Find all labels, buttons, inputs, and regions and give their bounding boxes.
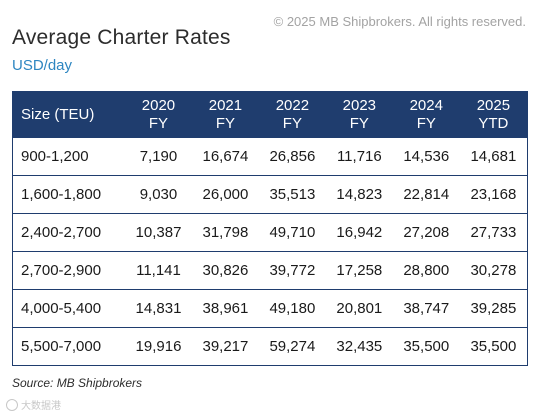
table-cell: 16,674 — [202, 148, 249, 165]
table-cell: 27,208 — [403, 224, 450, 241]
table-row: 1,600-1,800 9,030 26,000 35,513 14,823 2… — [12, 175, 528, 214]
table-cell: 20,801 — [336, 300, 383, 317]
table-cell: 17,258 — [336, 262, 383, 279]
row-size-cell: 5,500-7,000 — [21, 338, 102, 355]
table-cell: 38,747 — [403, 300, 450, 317]
table-cell: 11,716 — [336, 148, 382, 165]
table-cell: 22,814 — [403, 186, 450, 203]
page-subtitle: USD/day — [12, 57, 73, 74]
table-cell: 39,772 — [269, 262, 316, 279]
table-header-row: Size (TEU) 2020 FY 2021 FY 2022 FY 2023 FY 2… — [12, 91, 528, 138]
column-header-2021: 2021 FY — [192, 92, 259, 138]
table-cell: 31,798 — [202, 224, 249, 241]
table-row: 2,700-2,900 11,141 30,826 39,772 17,258 … — [12, 251, 528, 290]
column-header-2020: 2020 FY — [125, 92, 192, 138]
table-cell: 26,856 — [269, 148, 316, 165]
column-header-period: FY — [416, 114, 436, 132]
table-cell: 26,000 — [202, 186, 249, 203]
column-header-year: 2024 — [409, 96, 443, 114]
table-cell: 39,217 — [202, 338, 249, 355]
table-cell: 16,942 — [336, 224, 383, 241]
charter-rates-table: Size (TEU) 2020 FY 2021 FY 2022 FY 2023 FY 2… — [12, 91, 528, 366]
table-cell: 14,681 — [470, 148, 517, 165]
column-header-year: 2020 — [141, 96, 176, 114]
column-header-period: FY — [215, 114, 236, 132]
row-size-cell: 4,000-5,400 — [21, 300, 102, 317]
table-row: 2,400-2,700 10,387 31,798 49,710 16,942 … — [12, 213, 528, 252]
table-cell: 49,710 — [269, 224, 316, 241]
copyright-notice: © 2025 MB Shipbrokers. All rights reserv… — [273, 14, 526, 29]
table-cell: 35,500 — [403, 338, 450, 355]
table-cell: 7,190 — [139, 148, 178, 165]
column-header-period: YTD — [478, 114, 509, 132]
row-size-cell: 1,600-1,800 — [21, 186, 102, 203]
source-note: Source: MB Shipbrokers — [12, 376, 143, 390]
column-header-size: Size (TEU) — [21, 105, 95, 123]
table-row: 5,500-7,000 19,916 39,217 59,274 32,435 … — [12, 327, 528, 366]
watermark: 大数据港 — [6, 397, 61, 412]
table-cell: 49,180 — [269, 300, 316, 317]
watermark-logo-icon — [6, 398, 18, 411]
column-header-2023: 2023 FY — [326, 92, 393, 138]
table-cell: 35,500 — [470, 338, 517, 355]
table-cell: 14,823 — [336, 186, 383, 203]
row-size-cell: 2,400-2,700 — [21, 224, 102, 241]
page-title: Average Charter Rates — [12, 26, 231, 49]
row-size-cell: 900-1,200 — [21, 148, 89, 165]
column-header-year: 2021 — [208, 96, 243, 114]
table-cell: 10,387 — [135, 224, 182, 241]
table-cell: 59,274 — [269, 338, 316, 355]
table-row: 900-1,200 7,190 16,674 26,856 11,716 14,… — [12, 137, 528, 176]
table-cell: 23,168 — [470, 186, 517, 203]
table-cell: 14,831 — [135, 300, 182, 317]
column-header-year: 2022 — [275, 96, 310, 114]
column-header-year: 2025 — [476, 96, 511, 114]
watermark-text: 大数据港 — [21, 401, 61, 412]
column-header-period: FY — [282, 114, 302, 132]
column-header-period: FY — [349, 114, 369, 132]
table-cell: 9,030 — [139, 186, 178, 203]
table-cell: 38,961 — [202, 300, 249, 317]
table-cell: 14,536 — [403, 148, 450, 165]
table-cell: 11,141 — [136, 262, 181, 279]
column-header-period: FY — [148, 114, 169, 132]
table-cell: 32,435 — [336, 338, 383, 355]
table-cell: 28,800 — [403, 262, 450, 279]
column-header-2024: 2024 FY — [393, 92, 460, 138]
column-header-2022: 2022 FY — [259, 92, 326, 138]
table-cell: 30,826 — [202, 262, 249, 279]
table-row: 4,000-5,400 14,831 38,961 49,180 20,801 … — [12, 289, 528, 328]
table-cell: 30,278 — [470, 262, 517, 279]
row-size-cell: 2,700-2,900 — [21, 262, 102, 279]
column-header-year: 2023 — [342, 96, 377, 114]
column-header-2025: 2025 YTD — [460, 92, 528, 138]
table-cell: 19,916 — [135, 338, 182, 355]
table-cell: 39,285 — [470, 300, 517, 317]
table-cell: 27,733 — [470, 224, 517, 241]
table-cell: 35,513 — [269, 186, 316, 203]
